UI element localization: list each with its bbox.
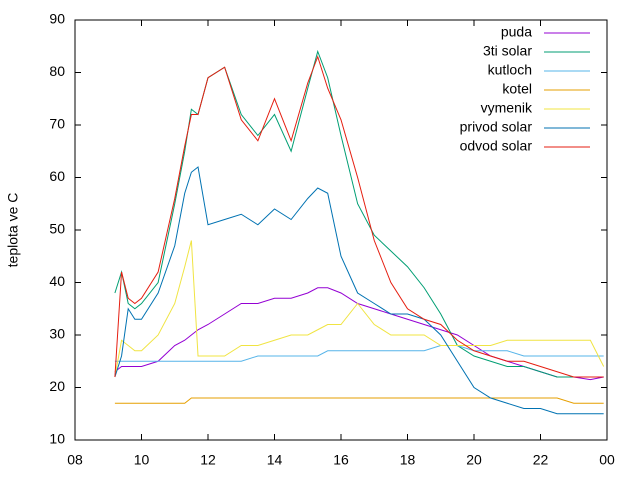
legend-label: kutloch: [488, 62, 532, 78]
y-axis-label: teplota ve C: [5, 193, 21, 268]
y-tick-label: 30: [49, 326, 65, 342]
series-line: [114, 397, 604, 404]
y-tick-label: 60: [49, 168, 65, 184]
legend-label: puda: [501, 24, 532, 40]
y-tick-label: 20: [49, 378, 65, 394]
legend-label: odvod solar: [460, 138, 533, 154]
series-line: [114, 240, 605, 378]
series-line: [114, 287, 604, 381]
x-tick-label: 12: [200, 452, 216, 468]
legend-label: privod solar: [460, 119, 533, 135]
x-tick-label: 18: [400, 452, 416, 468]
legend-label: vymenik: [481, 100, 533, 116]
x-tick-label: 00: [599, 452, 615, 468]
x-tick-label: 10: [134, 452, 150, 468]
legend-label: 3ti solar: [483, 43, 532, 59]
y-tick-label: 80: [49, 63, 65, 79]
series-line: [114, 345, 604, 362]
series-line: [114, 55, 604, 378]
x-tick-label: 22: [533, 452, 549, 468]
x-tick-label: 16: [333, 452, 349, 468]
y-tick-label: 90: [49, 11, 65, 27]
y-tick-label: 50: [49, 221, 65, 237]
y-tick-label: 10: [49, 431, 65, 447]
y-tick-label: 70: [49, 116, 65, 132]
y-tick-label: 40: [49, 273, 65, 289]
series-line: [114, 49, 604, 378]
series-line: [114, 166, 604, 415]
x-tick-label: 20: [466, 452, 482, 468]
x-tick-label: 08: [67, 452, 83, 468]
x-tick-label: 14: [267, 452, 283, 468]
legend-label: kotel: [502, 81, 532, 97]
